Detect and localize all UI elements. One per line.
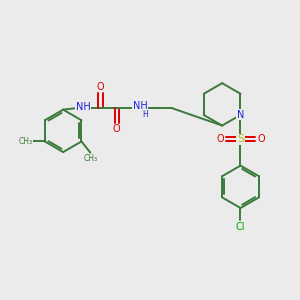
Text: NH: NH [133,101,148,111]
Text: CH₃: CH₃ [83,154,98,163]
Text: N: N [237,110,244,120]
Text: O: O [257,134,265,144]
Text: S: S [237,134,244,144]
Text: CH₃: CH₃ [19,137,33,146]
Text: NH: NH [76,102,91,112]
Text: O: O [97,82,104,92]
Text: O: O [113,124,121,134]
Text: O: O [216,134,224,144]
Text: Cl: Cl [236,222,245,232]
Text: H: H [142,110,148,119]
